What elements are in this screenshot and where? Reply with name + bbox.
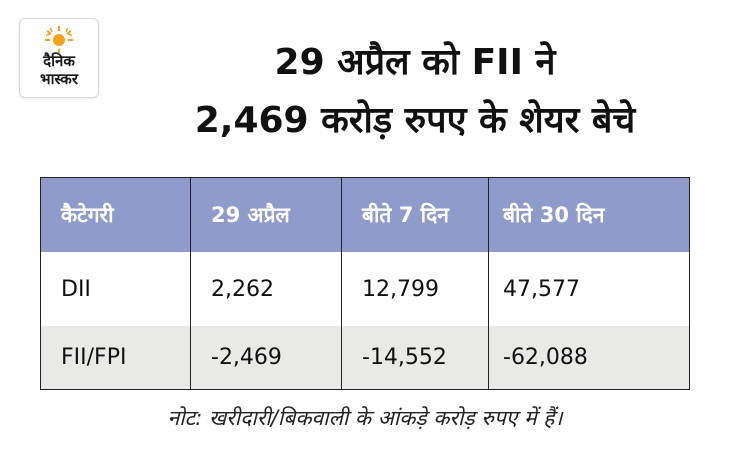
row-dii-29-april: 2,262 [191,252,342,326]
data-table: कैटेगरी 29 अप्रैल बीते 7 दिन बीते 30 दिन… [40,177,690,390]
row-fii-7-days: -14,552 [342,326,489,389]
dainik-bhaskar-logo: दैनिक भास्कर [19,18,99,98]
sun-icon [45,26,73,53]
table-row: FII/FPI -2,469 -14,552 -62,088 [41,326,689,389]
headline-line2: 2,469 करोड़ रुपए के शेयर बेचे [194,100,636,141]
header-29-april: 29 अप्रैल [191,178,342,252]
row-dii-category: DII [41,252,191,326]
row-dii-30-days: 47,577 [503,276,580,302]
table-row: DII 2,262 12,799 47,577 [41,252,689,326]
row-fii-29-april: -2,469 [191,326,342,389]
headline-line1: 29 अप्रैल को FII ने [274,42,556,83]
logo-text-line2: भास्कर [40,70,78,88]
headline: 29 अप्रैल को FII ने 2,469 करोड़ रुपए के … [100,34,730,150]
header-last-30-days: बीते 30 दिन [503,203,605,227]
row-dii-7-days: 12,799 [342,252,489,326]
row-fii-30-days: -62,088 [503,345,588,370]
header-category: कैटेगरी [41,178,191,252]
logo-text-line1: दैनिक [43,52,75,70]
row-fii-category: FII/FPI [41,326,191,389]
header-last-7-days: बीते 7 दिन [342,178,489,252]
footnote: नोट: खरीदारी/बिकवाली के आंकड़े करोड़ रुप… [167,406,563,430]
table-header-row: कैटेगरी 29 अप्रैल बीते 7 दिन बीते 30 दिन [41,178,689,252]
